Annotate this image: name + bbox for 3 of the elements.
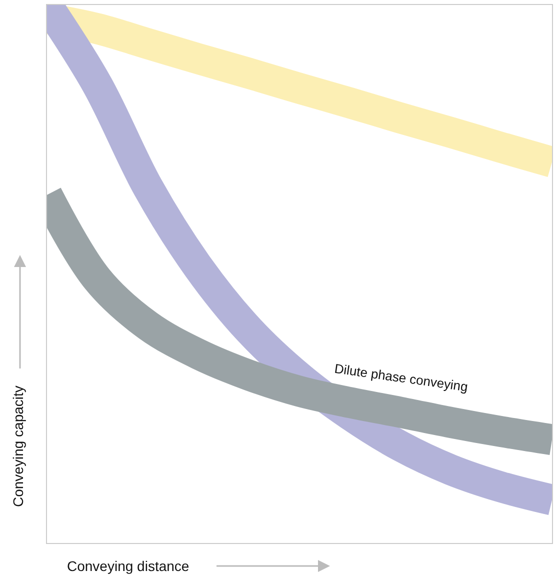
- x-axis-title: Conveying distance: [67, 558, 190, 574]
- y-axis-title: Conveying capacity: [10, 386, 26, 507]
- text: Dilute phase conveying: [334, 360, 469, 394]
